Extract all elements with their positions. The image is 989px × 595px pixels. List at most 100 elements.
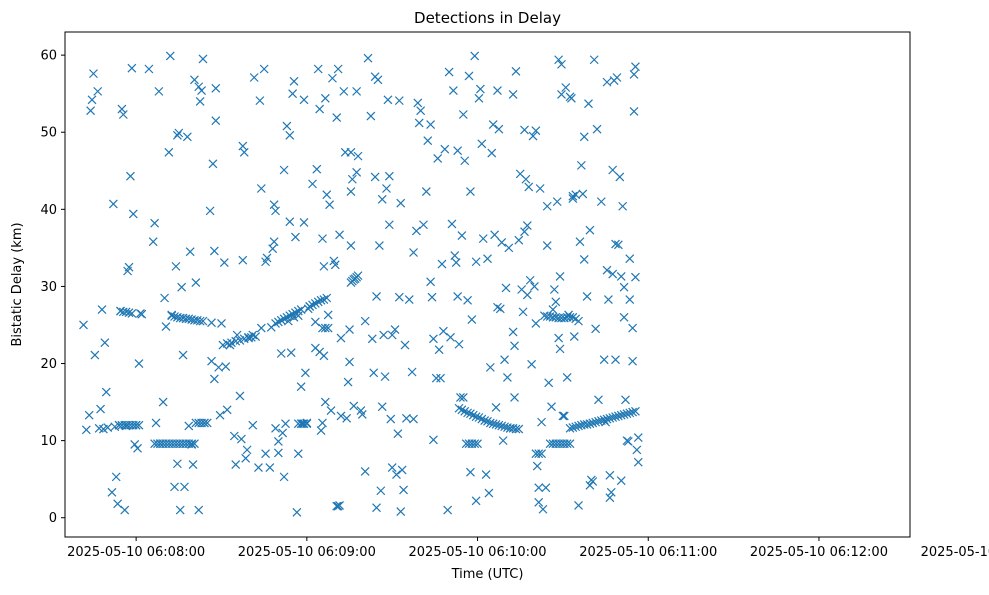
data-point-marker (191, 278, 201, 287)
data-point-marker (366, 111, 376, 121)
data-point-marker (444, 67, 454, 77)
data-point-marker (520, 125, 529, 135)
data-point-marker (209, 374, 219, 384)
data-point-marker (279, 314, 289, 324)
data-point-marker (552, 197, 562, 207)
data-point-marker (279, 472, 289, 482)
data-point-marker (367, 334, 377, 344)
data-point-marker (108, 199, 118, 209)
data-point-marker (475, 84, 485, 94)
data-point-marker (292, 507, 302, 517)
data-point-marker (584, 99, 593, 109)
data-point-marker (84, 410, 94, 420)
data-point-marker (330, 260, 340, 270)
data-point-marker (487, 148, 497, 158)
data-point-marker (174, 128, 184, 138)
data-point-marker (299, 419, 309, 429)
y-tick-label: 40 (40, 203, 57, 218)
data-point-marker (554, 333, 564, 343)
data-point-marker (273, 436, 283, 446)
data-point-marker (288, 89, 298, 99)
data-point-marker (602, 265, 612, 275)
data-point-marker (120, 505, 130, 515)
data-point-marker (335, 500, 344, 510)
data-point-marker (606, 487, 616, 497)
data-point-marker (187, 439, 197, 449)
data-point-marker (467, 315, 477, 325)
data-point-marker (468, 410, 478, 420)
data-point-marker (574, 421, 583, 431)
data-point-marker (342, 413, 352, 423)
data-point-marker (103, 423, 113, 432)
data-point-marker (184, 421, 194, 431)
data-point-marker (81, 425, 91, 435)
data-point-marker (134, 359, 144, 368)
data-point-marker (579, 255, 589, 264)
y-tick-label: 30 (40, 280, 57, 295)
data-point-marker (319, 295, 329, 304)
data-point-marker (623, 436, 633, 446)
data-point-marker (392, 470, 401, 479)
x-tick-label: 2025-05-10 06:11:00 (579, 545, 717, 560)
data-point-marker (170, 482, 179, 492)
data-point-marker (611, 412, 620, 422)
data-point-marker (534, 449, 544, 459)
y-tick-label: 50 (40, 126, 57, 141)
data-point-marker (377, 402, 387, 412)
data-point-marker (483, 416, 492, 426)
data-point-marker (592, 124, 602, 134)
data-point-marker (357, 409, 367, 419)
data-point-marker (436, 373, 445, 383)
data-point-marker (574, 500, 583, 510)
data-point-marker (471, 257, 481, 267)
data-point-marker (336, 411, 346, 421)
data-point-marker (259, 64, 269, 74)
data-point-marker (448, 86, 458, 96)
data-point-marker (399, 485, 408, 495)
data-point-marker (262, 253, 272, 263)
data-point-marker (571, 190, 581, 200)
data-point-marker (130, 440, 140, 449)
data-point-marker (525, 275, 535, 285)
data-point-marker (491, 420, 501, 429)
data-point-marker (89, 69, 98, 79)
x-tick-label: 2025-05-10 06:08:00 (67, 545, 205, 560)
data-point-marker (534, 497, 544, 507)
data-point-marker (473, 439, 482, 449)
data-point-marker (619, 312, 629, 322)
data-point-marker (554, 55, 564, 65)
data-point-marker (437, 259, 447, 269)
data-point-marker (419, 220, 428, 230)
data-point-marker (194, 505, 204, 515)
data-point-marker (170, 312, 179, 321)
y-tick-label: 0 (49, 511, 57, 526)
data-point-marker (256, 184, 266, 193)
data-point-marker (421, 187, 431, 197)
data-point-marker (172, 459, 182, 469)
data-point-marker (470, 439, 480, 449)
x-axis-label: Time (UTC) (451, 567, 524, 582)
data-point-marker (594, 395, 603, 405)
data-point-marker (484, 488, 494, 498)
data-point-marker (557, 90, 566, 99)
data-point-marker (454, 403, 464, 413)
data-point-marker (244, 332, 253, 342)
data-point-marker (488, 419, 498, 429)
data-point-marker (493, 86, 502, 96)
data-point-marker (332, 501, 342, 511)
data-point-marker (278, 428, 288, 438)
y-tick-label: 10 (40, 434, 57, 449)
data-point-marker (79, 320, 88, 330)
data-point-marker (343, 377, 353, 387)
data-point-marker (605, 413, 615, 423)
data-point-marker (271, 206, 280, 216)
data-point-marker (87, 95, 97, 105)
data-point-marker (394, 96, 404, 106)
data-point-marker (510, 393, 519, 402)
data-point-marker (544, 378, 554, 388)
data-point-marker (504, 243, 514, 253)
data-point-marker (90, 350, 100, 360)
x-tick-label: 2025-05-10 06:12:00 (750, 545, 888, 560)
data-point-marker (549, 285, 559, 294)
